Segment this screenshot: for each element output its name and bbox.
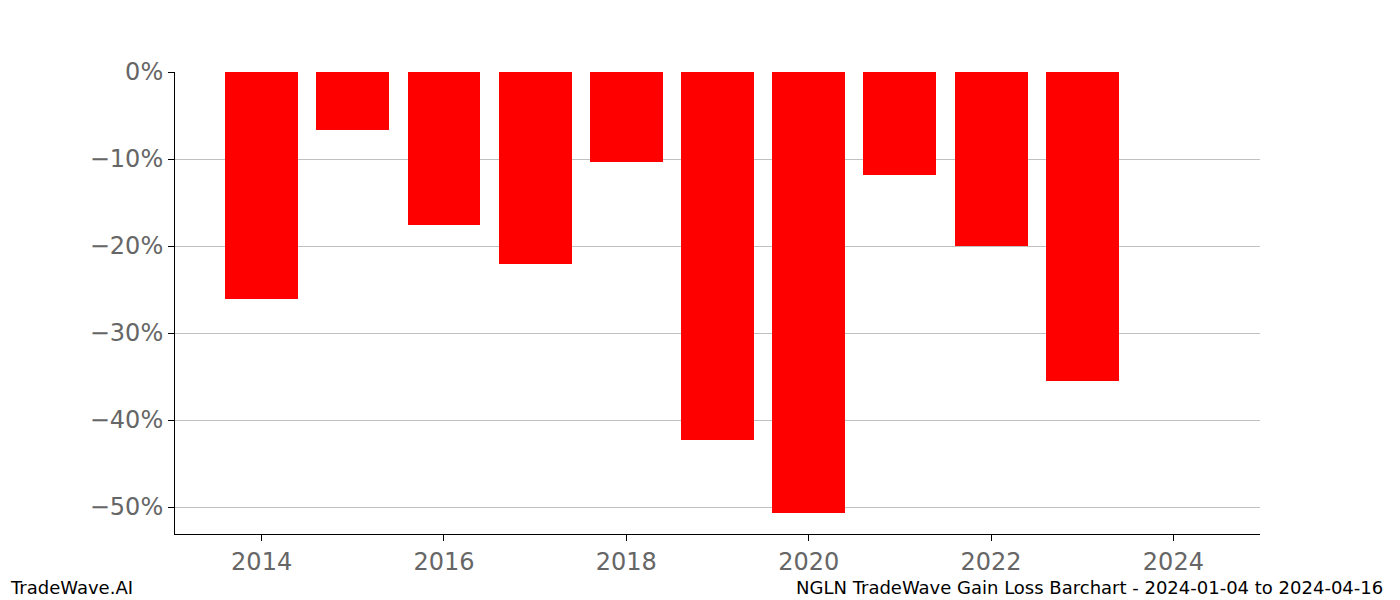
svg-text:TradeWave.AI: TradeWave.AI [10, 577, 133, 598]
svg-text:2016: 2016 [413, 548, 474, 576]
svg-text:2018: 2018 [596, 548, 657, 576]
svg-text:2022: 2022 [960, 548, 1021, 576]
svg-text:−30%: −30% [90, 319, 163, 347]
svg-text:−40%: −40% [90, 406, 163, 434]
svg-text:2020: 2020 [778, 548, 839, 576]
svg-text:0%: 0% [125, 58, 163, 86]
svg-text:−50%: −50% [90, 493, 163, 521]
svg-text:NGLN TradeWave Gain Loss Barch: NGLN TradeWave Gain Loss Barchart - 2024… [796, 577, 1383, 598]
svg-text:−10%: −10% [90, 145, 163, 173]
svg-text:2014: 2014 [231, 548, 292, 576]
svg-text:−20%: −20% [90, 232, 163, 260]
svg-text:2024: 2024 [1143, 548, 1204, 576]
